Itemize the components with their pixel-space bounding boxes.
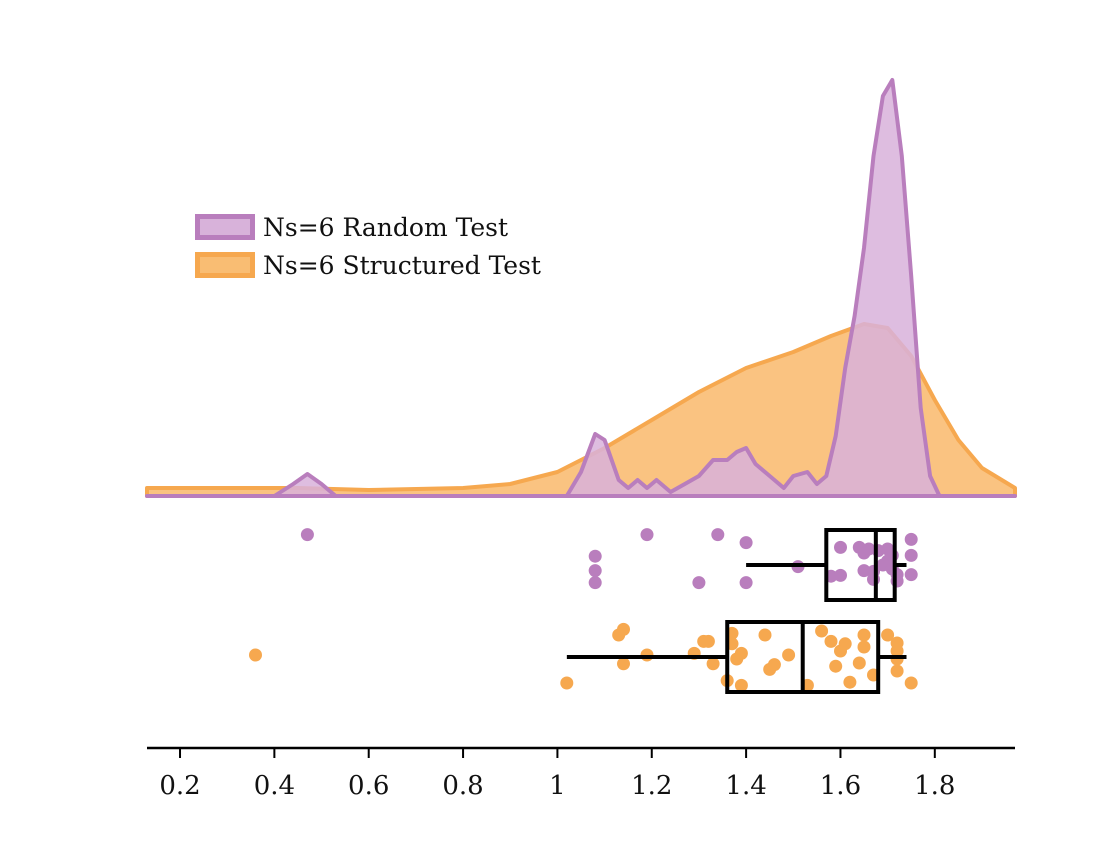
point-structured (881, 628, 895, 642)
point-structured (617, 657, 630, 671)
legend-label-random: Ns=6 Random Test (263, 212, 509, 242)
point-random (904, 532, 918, 546)
box-random (824, 528, 897, 602)
x-tick-label: 0.4 (254, 771, 295, 801)
point-random (588, 576, 602, 590)
point-random (885, 548, 899, 562)
x-tick-label: 1 (549, 771, 566, 801)
legend-swatch-random (195, 214, 255, 240)
x-tick-label: 0.6 (348, 771, 389, 801)
point-structured (857, 640, 871, 654)
legend: Ns=6 Random Test Ns=6 Structured Test (195, 208, 541, 284)
point-random (890, 574, 904, 588)
legend-label-structured: Ns=6 Structured Test (263, 250, 541, 280)
point-random (867, 572, 880, 586)
point-structured (857, 628, 871, 642)
point-structured (829, 659, 843, 673)
x-tick-label: 0.2 (159, 771, 200, 801)
point-random (739, 536, 753, 550)
point-structured (758, 628, 772, 642)
point-random (739, 576, 753, 590)
point-structured (843, 675, 857, 689)
density-random (145, 78, 1017, 498)
point-random (588, 549, 602, 563)
point-structured (838, 637, 852, 651)
point-structured (706, 657, 720, 671)
point-structured (617, 622, 630, 636)
point-random (300, 528, 314, 542)
x-tick-label: 1.4 (725, 771, 766, 801)
point-random (588, 564, 602, 578)
point-random (711, 528, 725, 542)
x-tick-label: 0.8 (442, 771, 483, 801)
point-random (904, 568, 918, 582)
point-random (640, 528, 654, 542)
point-structured (767, 658, 781, 672)
x-tick-label: 1.6 (820, 771, 861, 801)
point-structured (701, 634, 715, 648)
point-random (692, 576, 706, 590)
point-random (834, 540, 847, 554)
x-tick-label: 1.2 (631, 771, 672, 801)
point-random (904, 548, 918, 562)
legend-item-structured: Ns=6 Structured Test (195, 246, 541, 284)
density-structured (145, 322, 1017, 498)
point-structured (734, 678, 748, 692)
point-structured (734, 646, 748, 660)
x-tick-label: 1.8 (914, 771, 955, 801)
point-random (834, 568, 847, 582)
point-structured (249, 648, 262, 662)
point-structured (782, 648, 796, 662)
legend-swatch-structured (195, 252, 255, 278)
point-structured (815, 624, 829, 638)
point-random (857, 564, 871, 578)
point-structured (560, 676, 574, 690)
point-structured (904, 676, 918, 690)
point-structured (890, 664, 904, 678)
point-structured (824, 634, 838, 648)
legend-item-random: Ns=6 Random Test (195, 208, 541, 246)
point-structured (852, 656, 866, 670)
